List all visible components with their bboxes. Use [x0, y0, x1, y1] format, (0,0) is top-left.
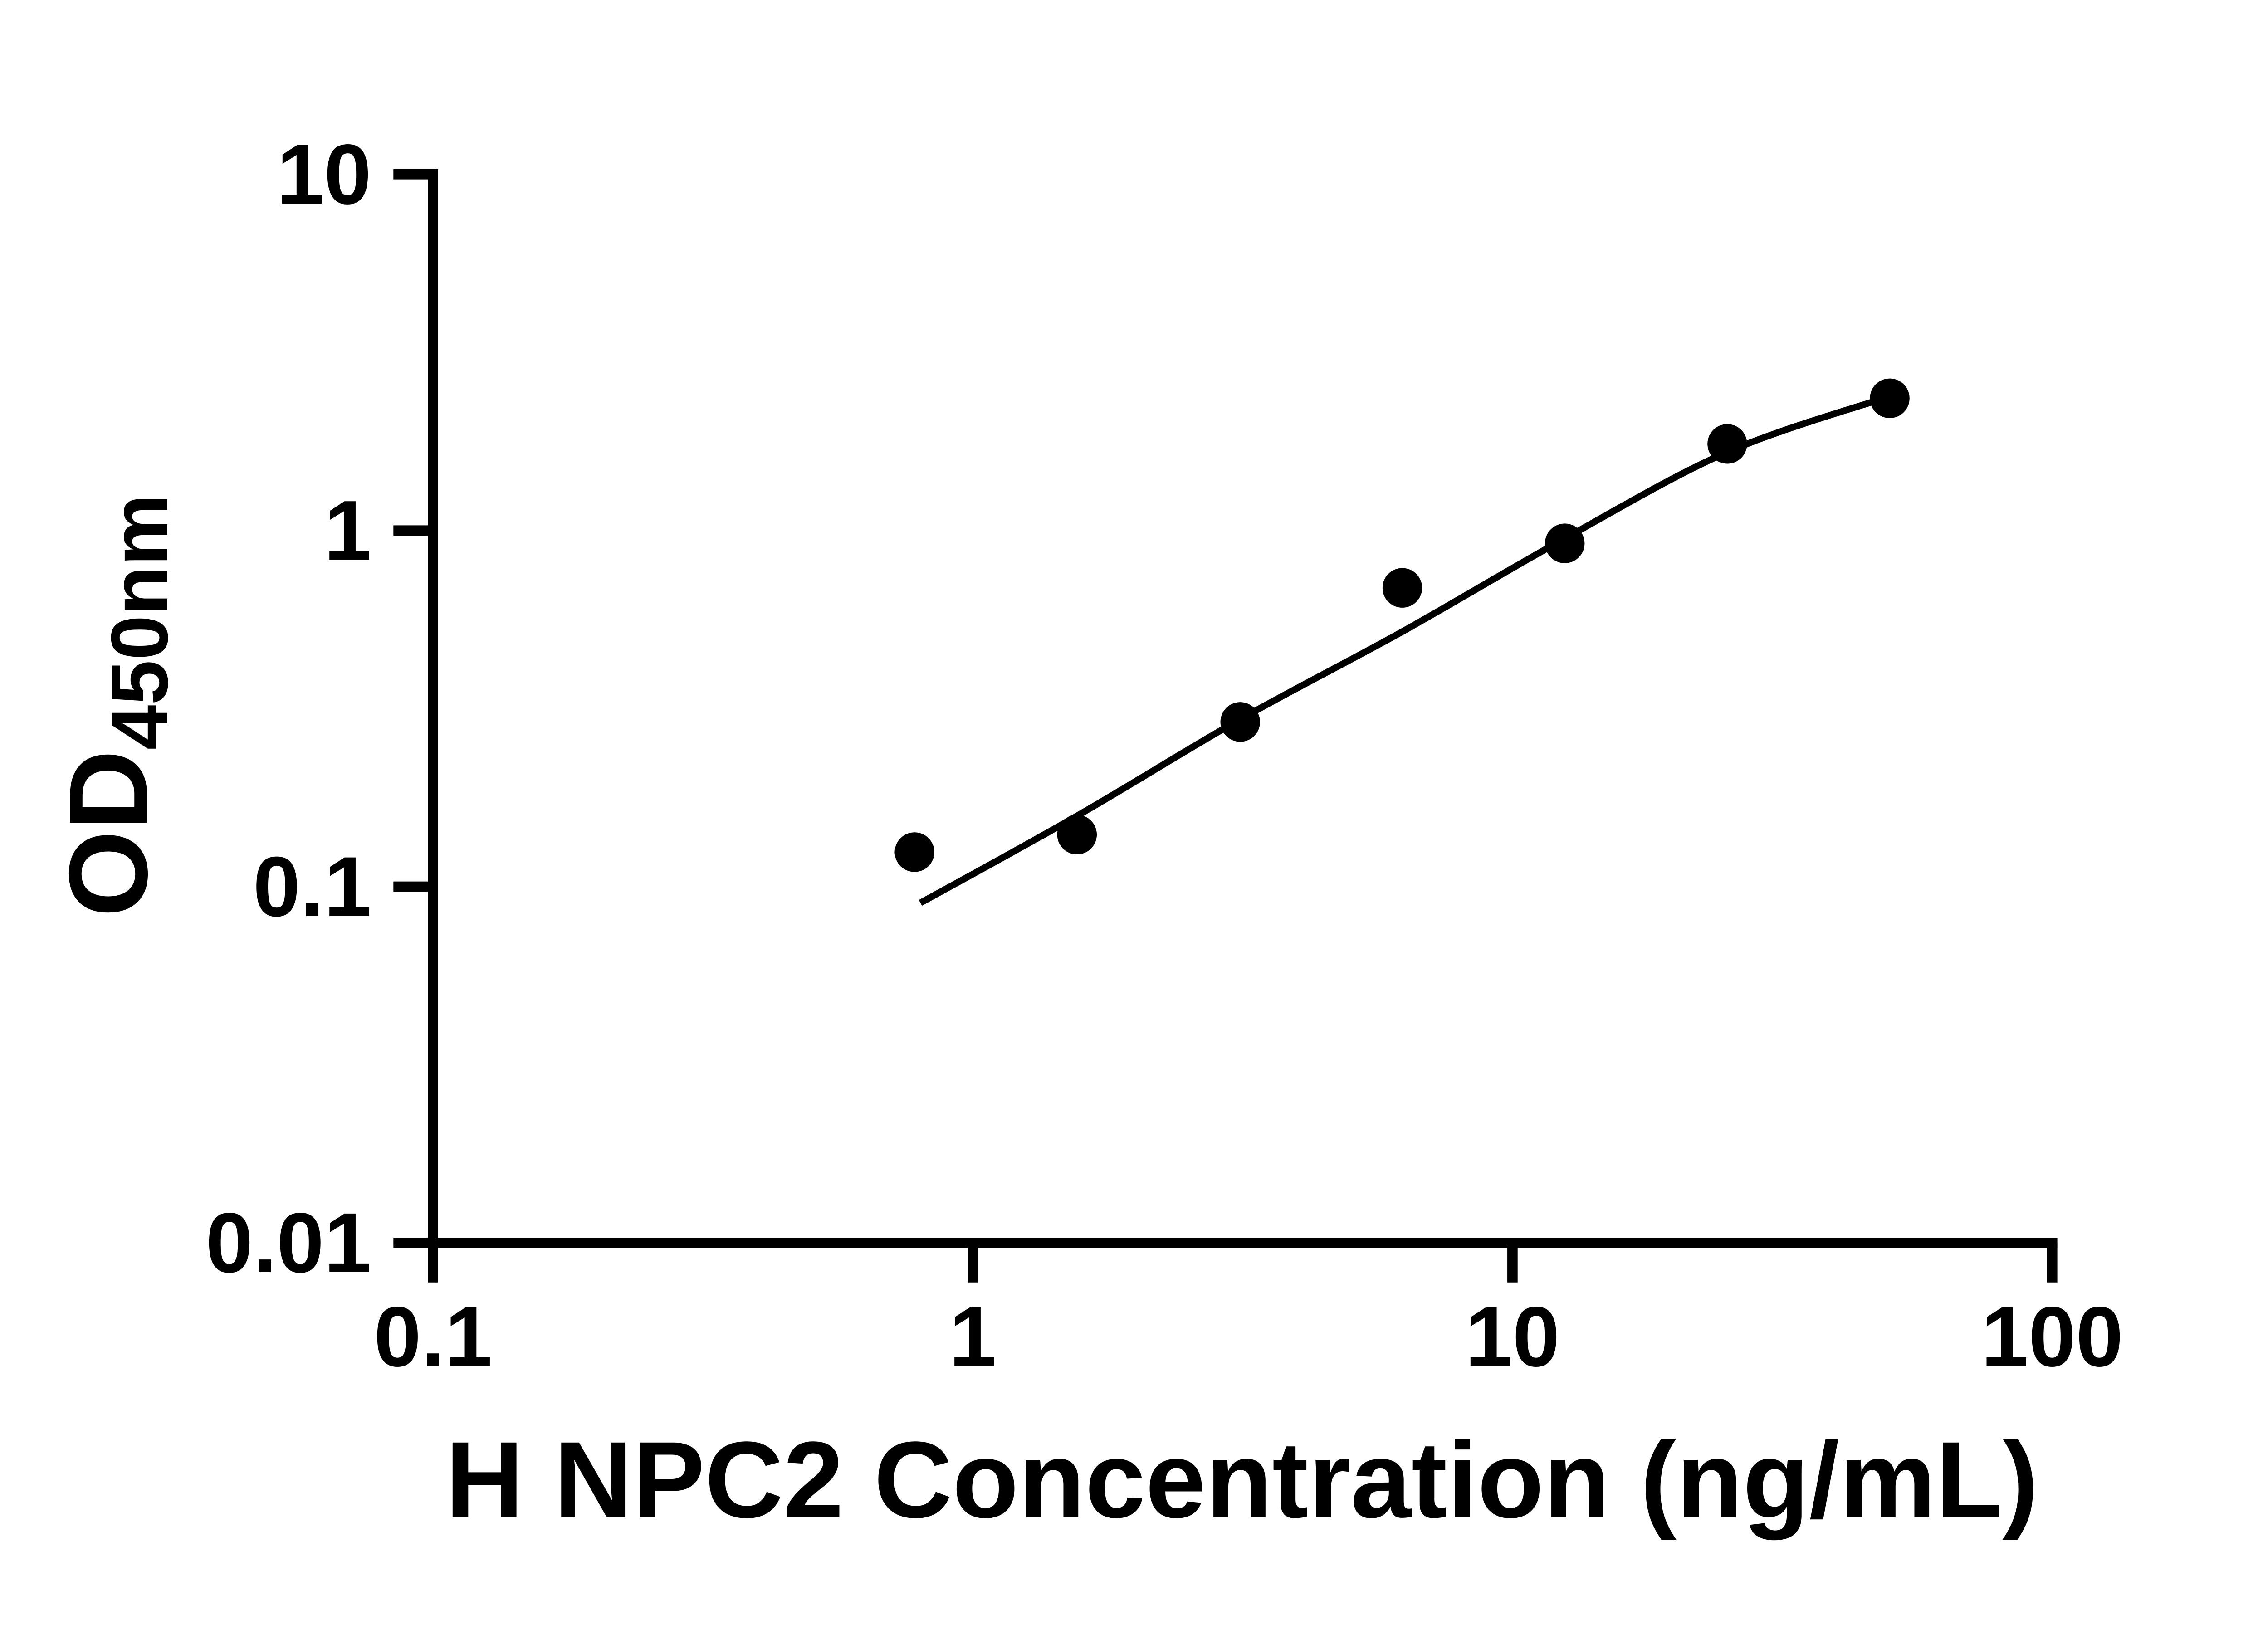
- y-axis-tick-label: 1: [324, 483, 371, 578]
- x-axis-tick-label: 1: [949, 1289, 996, 1384]
- x-axis-title: H NPC2 Concentration (ng/mL): [445, 1419, 2038, 1541]
- y-axis-tick-label: 0.01: [205, 1195, 371, 1290]
- y-axis-tick-label: 10: [277, 127, 371, 222]
- x-axis-tick-label: 0.1: [374, 1289, 492, 1384]
- data-point: [1545, 523, 1585, 563]
- data-point: [894, 832, 934, 872]
- y-axis-title-main: OD: [46, 750, 171, 917]
- data-point: [1057, 815, 1097, 854]
- y-axis-tick-label: 0.1: [253, 839, 371, 934]
- x-axis-tick-label: 10: [1465, 1289, 1560, 1384]
- data-point: [1707, 424, 1747, 464]
- y-axis-title: OD450nm: [46, 494, 185, 917]
- data-point: [1382, 568, 1422, 608]
- data-point: [1870, 378, 1910, 418]
- x-axis-tick-label: 100: [1981, 1289, 2123, 1384]
- data-point: [1220, 702, 1260, 742]
- y-axis-title-sub: 450nm: [94, 494, 185, 750]
